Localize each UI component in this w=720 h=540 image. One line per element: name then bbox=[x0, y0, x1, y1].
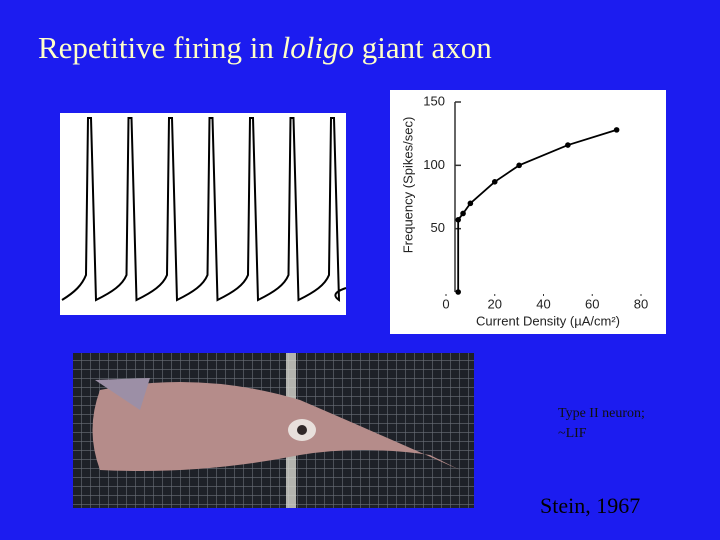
data-point bbox=[565, 142, 571, 148]
data-point bbox=[613, 127, 620, 133]
x-tick-label: 40 bbox=[536, 296, 550, 311]
data-point bbox=[491, 179, 498, 185]
data-point bbox=[460, 210, 466, 217]
photo-detail bbox=[297, 425, 307, 435]
note: Type II neuron; bbox=[558, 406, 645, 421]
x-tick-label: 20 bbox=[488, 296, 502, 311]
title-text: giant axon bbox=[353, 30, 492, 65]
data-line bbox=[457, 129, 617, 292]
citation: Stein, 1967 bbox=[540, 493, 641, 518]
slide-title: Repetitive firing in loligo giant axon bbox=[38, 30, 492, 66]
data-point bbox=[455, 217, 461, 223]
y-tick-label: 100 bbox=[423, 157, 445, 172]
y-tick-label: 150 bbox=[423, 93, 445, 108]
data-point bbox=[455, 289, 461, 295]
photo-detail bbox=[95, 378, 150, 410]
x-axis-label: Current Density (µA/cm²) bbox=[476, 313, 620, 328]
title-italic: loligo bbox=[281, 30, 354, 65]
note: ~LIF bbox=[558, 426, 587, 441]
y-tick-label: 50 bbox=[431, 220, 445, 235]
y-axis-label: Frequency (Spikes/sec) bbox=[400, 117, 415, 254]
spike-trace bbox=[61, 117, 347, 302]
data-point bbox=[467, 200, 474, 207]
x-tick-label: 0 bbox=[442, 296, 449, 311]
data-point bbox=[516, 162, 522, 169]
photo-detail bbox=[92, 382, 460, 471]
x-tick-label: 80 bbox=[634, 296, 648, 311]
title-text: Repetitive firing in bbox=[38, 30, 282, 65]
x-tick-label: 60 bbox=[585, 296, 599, 311]
chart-panel bbox=[390, 90, 666, 334]
